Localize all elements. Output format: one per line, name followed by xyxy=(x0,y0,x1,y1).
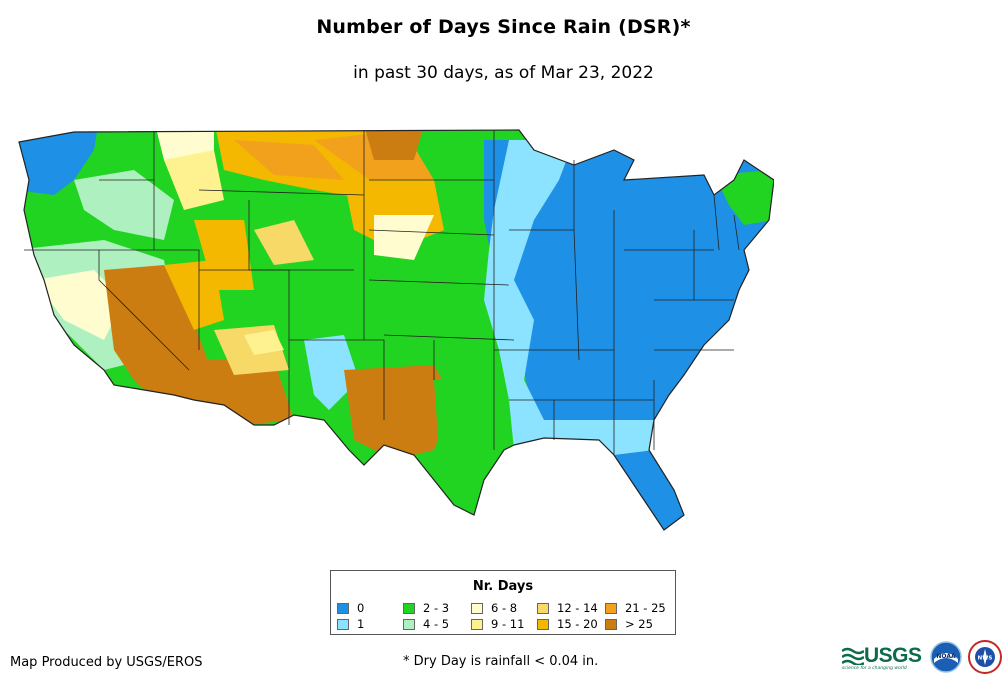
legend-label: 4 - 5 xyxy=(423,617,450,631)
legend-item: 2 - 3 xyxy=(403,601,449,615)
agency-logos: USGS science for a changing world NOAA N… xyxy=(842,640,1002,674)
legend-item: 6 - 8 xyxy=(471,601,517,615)
legend-item: 9 - 11 xyxy=(471,617,524,631)
legend-label: > 25 xyxy=(625,617,653,631)
legend-swatch xyxy=(537,618,549,630)
legend-item: 0 xyxy=(337,601,364,615)
legend-label: 12 - 14 xyxy=(557,601,598,615)
legend-label: 0 xyxy=(357,601,365,615)
legend-label: 1 xyxy=(357,617,365,631)
legend-item: 4 - 5 xyxy=(403,617,449,631)
legend-label: 21 - 25 xyxy=(625,601,666,615)
legend-swatch xyxy=(605,618,617,630)
legend-label: 15 - 20 xyxy=(557,617,598,631)
legend-swatch xyxy=(537,602,549,614)
legend-item: 15 - 20 xyxy=(537,617,598,631)
nws-label: NWS xyxy=(977,656,992,662)
usgs-tagline: science for a changing world xyxy=(842,665,907,671)
dry-day-note: * Dry Day is rainfall < 0.04 in. xyxy=(403,654,599,669)
usgs-wave-icon xyxy=(842,647,864,665)
map-credit: Map Produced by USGS/EROS xyxy=(10,655,203,670)
legend-label: 9 - 11 xyxy=(491,617,525,631)
legend-label: 2 - 3 xyxy=(423,601,450,615)
legend-swatch xyxy=(337,602,349,614)
us-dsr-map xyxy=(18,129,774,531)
map-subtitle: in past 30 days, as of Mar 23, 2022 xyxy=(353,63,654,83)
legend-swatch xyxy=(403,602,415,614)
noaa-label: NOAA xyxy=(936,653,956,660)
usgs-logo: USGS science for a changing world xyxy=(842,644,922,671)
legend-item: 21 - 25 xyxy=(605,601,666,615)
legend-item: > 25 xyxy=(605,617,653,631)
legend-swatch xyxy=(605,602,617,614)
usgs-wordmark: USGS xyxy=(864,643,922,667)
legend-label: 6 - 8 xyxy=(491,601,518,615)
legend-item: 1 xyxy=(337,617,364,631)
legend: Nr. Days 0 1 2 - 3 4 - 5 6 - 8 9 - 11 12… xyxy=(330,570,676,635)
map-title: Number of Days Since Rain (DSR)* xyxy=(316,16,691,38)
legend-swatch xyxy=(471,602,483,614)
legend-swatch xyxy=(471,618,483,630)
legend-swatch xyxy=(403,618,415,630)
legend-swatch xyxy=(337,618,349,630)
nws-logo-icon: NWS xyxy=(967,640,1002,674)
legend-item: 12 - 14 xyxy=(537,601,598,615)
noaa-logo-icon: NOAA xyxy=(929,641,962,673)
legend-title: Nr. Days xyxy=(472,579,534,594)
